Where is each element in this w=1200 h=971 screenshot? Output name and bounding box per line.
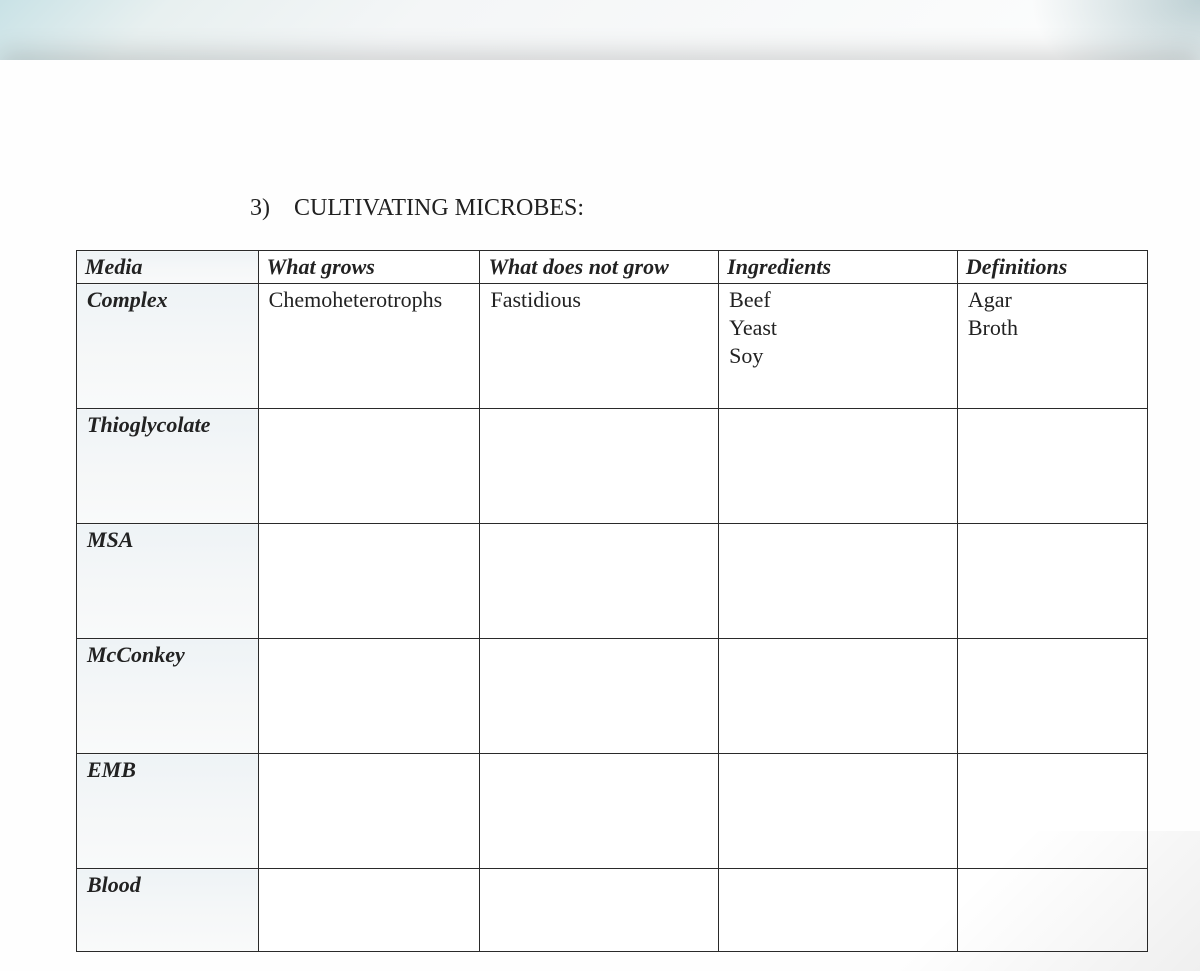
cell-media: MSA	[77, 524, 259, 639]
cell-what-does-not-grow: Fastidious	[480, 284, 719, 409]
cell-definitions	[957, 869, 1147, 952]
cell-definitions	[957, 639, 1147, 754]
cell-what-grows	[258, 639, 480, 754]
cell-definitions	[957, 409, 1147, 524]
title-number: 3)	[250, 195, 270, 221]
cell-definitions	[957, 754, 1147, 869]
cell-ingredients	[719, 639, 958, 754]
table-header-row: Media What grows What does not grow Ingr…	[77, 251, 1148, 284]
cell-media: EMB	[77, 754, 259, 869]
cell-what-grows	[258, 754, 480, 869]
cell-ingredients	[719, 524, 958, 639]
cell-media: Complex	[77, 284, 259, 409]
cell-ingredients	[719, 869, 958, 952]
cell-definitions: Agar Broth	[957, 284, 1147, 409]
cell-ingredients	[719, 409, 958, 524]
cell-what-does-not-grow	[480, 639, 719, 754]
table-row: Blood	[77, 869, 1148, 952]
cell-what-grows	[258, 524, 480, 639]
cell-what-does-not-grow	[480, 869, 719, 952]
col-header-definitions: Definitions	[957, 251, 1147, 284]
cell-what-grows	[258, 409, 480, 524]
microbes-table: Media What grows What does not grow Ingr…	[76, 250, 1148, 952]
cell-media: Blood	[77, 869, 259, 952]
cell-ingredients	[719, 754, 958, 869]
cell-what-grows: Chemoheterotrophs	[258, 284, 480, 409]
col-header-what-does-not-grow: What does not grow	[480, 251, 719, 284]
cell-definitions	[957, 524, 1147, 639]
section-title: 3) CULTIVATING MICROBES:	[250, 195, 584, 222]
cell-what-does-not-grow	[480, 754, 719, 869]
cell-what-does-not-grow	[480, 409, 719, 524]
table-row: Complex Chemoheterotrophs Fastidious Bee…	[77, 284, 1148, 409]
table-row: McConkey	[77, 639, 1148, 754]
col-header-ingredients: Ingredients	[719, 251, 958, 284]
title-text: CULTIVATING MICROBES:	[294, 195, 584, 221]
cell-what-does-not-grow	[480, 524, 719, 639]
paper-page: 3) CULTIVATING MICROBES: Media What grow…	[0, 60, 1200, 971]
cell-what-grows	[258, 869, 480, 952]
table-row: Thioglycolate	[77, 409, 1148, 524]
col-header-media: Media	[77, 251, 259, 284]
col-header-what-grows: What grows	[258, 251, 480, 284]
cell-ingredients: Beef Yeast Soy	[719, 284, 958, 409]
cell-media: McConkey	[77, 639, 259, 754]
table-row: MSA	[77, 524, 1148, 639]
table-row: EMB	[77, 754, 1148, 869]
cell-media: Thioglycolate	[77, 409, 259, 524]
